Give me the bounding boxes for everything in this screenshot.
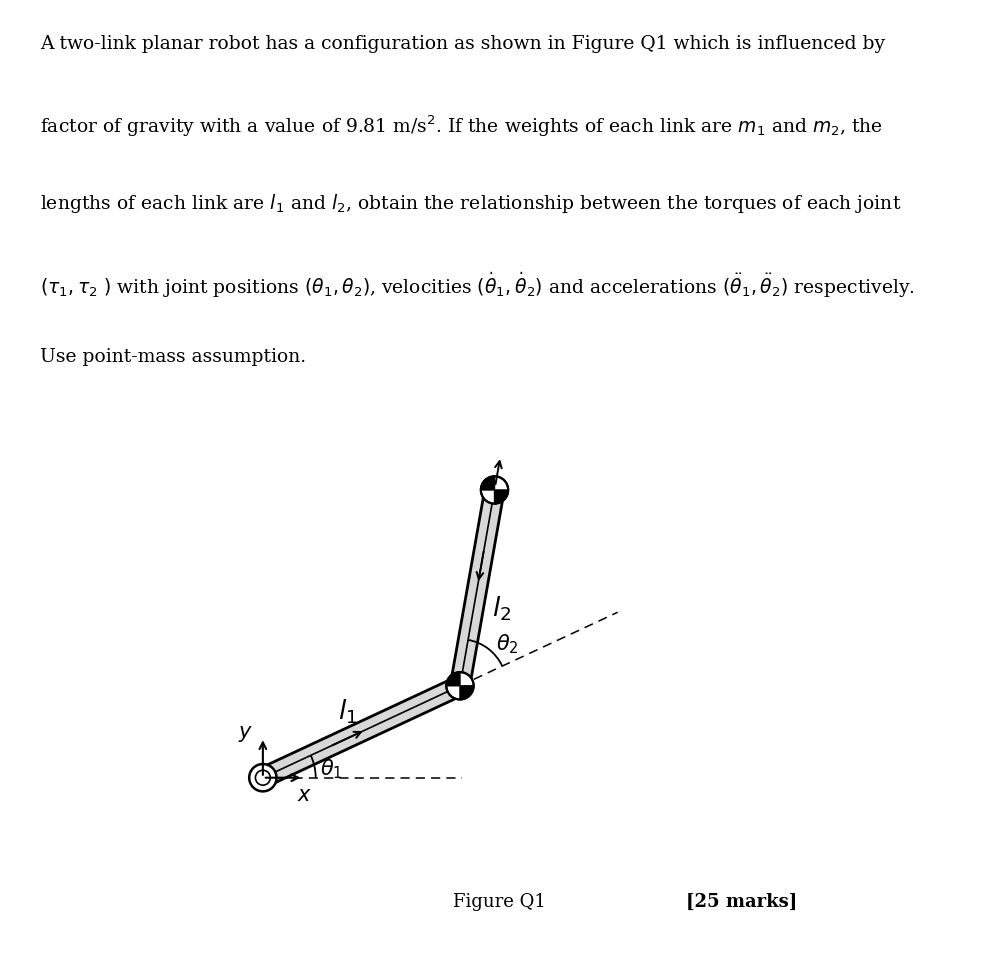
Wedge shape — [460, 685, 474, 700]
Text: lengths of each link are $l_1$ and $l_2$, obtain the relationship between the to: lengths of each link are $l_1$ and $l_2$… — [40, 192, 901, 215]
Circle shape — [446, 672, 474, 700]
Text: $y$: $y$ — [238, 725, 253, 744]
Circle shape — [250, 764, 276, 792]
Wedge shape — [481, 476, 495, 490]
Text: Use point-mass assumption.: Use point-mass assumption. — [40, 348, 306, 366]
Text: $l_1$: $l_1$ — [338, 698, 357, 727]
Text: $l_2$: $l_2$ — [492, 594, 512, 622]
Wedge shape — [495, 490, 508, 504]
Text: $(\tau_1,\tau_2\ )$ with joint positions $(\theta_1,\theta_2)$, velocities $(\do: $(\tau_1,\tau_2\ )$ with joint positions… — [40, 270, 915, 299]
Circle shape — [481, 476, 508, 504]
Text: factor of gravity with a value of 9.81 m/s$^2$. If the weights of each link are : factor of gravity with a value of 9.81 m… — [40, 114, 883, 139]
Text: $\theta_2$: $\theta_2$ — [496, 632, 519, 656]
Text: $x$: $x$ — [297, 786, 312, 805]
Text: A two-link planar robot has a configuration as shown in Figure Q1 which is influ: A two-link planar robot has a configurat… — [40, 35, 885, 54]
Text: Figure Q1: Figure Q1 — [452, 893, 546, 911]
Text: [25 marks]: [25 marks] — [686, 893, 797, 911]
Circle shape — [255, 771, 270, 785]
Wedge shape — [446, 672, 460, 685]
Text: $\theta_1$: $\theta_1$ — [320, 758, 342, 781]
